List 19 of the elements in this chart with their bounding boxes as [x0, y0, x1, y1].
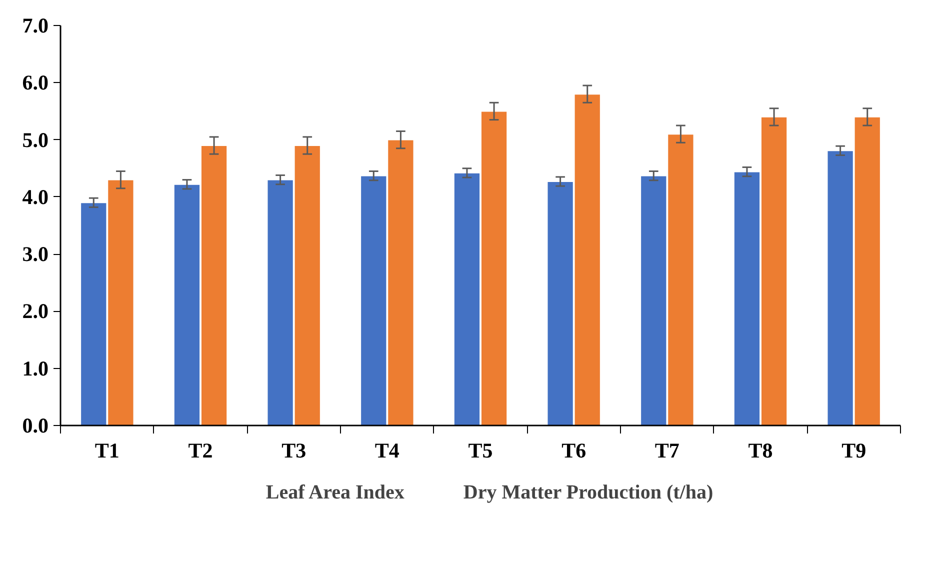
text: Leaf Area Index: [266, 481, 404, 504]
x-tick-label: T2: [188, 438, 213, 462]
x-tick-label: T1: [94, 438, 120, 462]
x-tick-label: T3: [282, 438, 306, 462]
y-tick-label: 4.0: [22, 184, 48, 209]
text: Dry Matter Production (t/ha): [463, 481, 714, 504]
y-tick-label: 5.0: [22, 128, 48, 152]
y-tick-label: 3.0: [22, 242, 48, 266]
y-tick-label: 6.0: [22, 70, 48, 95]
x-tick-label: T5: [468, 438, 493, 462]
x-tick-label: T9: [842, 438, 866, 462]
y-tick-label: 7.0: [22, 14, 48, 38]
x-tick-label: T7: [654, 438, 680, 462]
x-tick-label: T6: [562, 438, 586, 462]
y-tick-label: 2.0: [22, 299, 48, 324]
y-tick-label: 1.0: [22, 356, 48, 380]
x-tick-label: T4: [374, 438, 400, 462]
y-tick-label: 0.0: [22, 414, 48, 438]
x-tick-label: T8: [748, 438, 773, 462]
